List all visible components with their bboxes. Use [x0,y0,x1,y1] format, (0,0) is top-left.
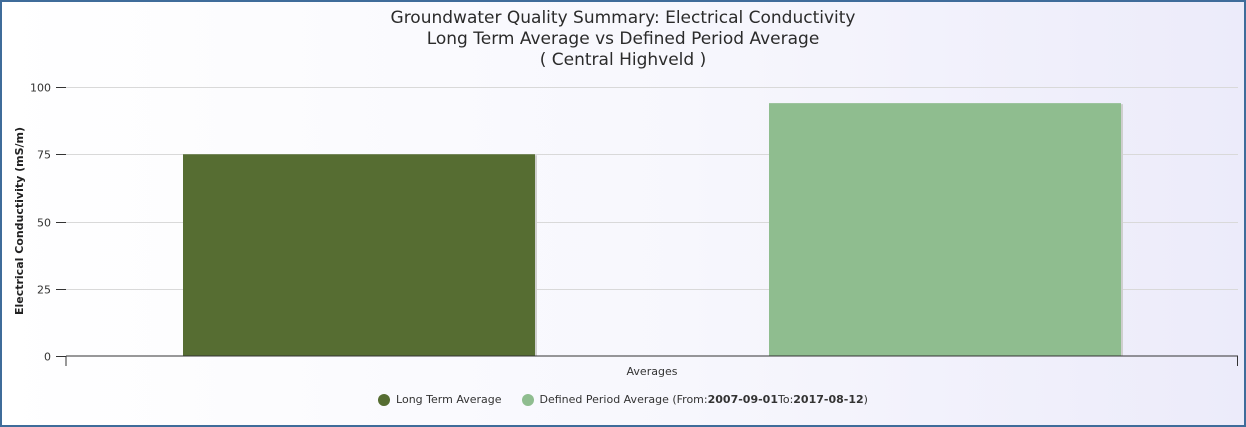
y-tick-label-25: 25 [37,284,51,297]
y-tick-label-0: 0 [44,351,51,364]
legend-from-date: 2007-09-01 [707,393,778,406]
bars [183,103,1123,356]
chart-title: Groundwater Quality Summary: Electrical … [390,8,856,28]
y-axis-label: Electrical Conductivity (mS/m) [13,127,26,315]
chart-subtitle: Long Term Average vs Defined Period Aver… [426,29,820,49]
legend-item-long-term[interactable]: Long Term Average [378,393,502,406]
y-axis-ticks: 0 25 50 75 100 [30,82,66,364]
legend-swatch-defined-period [521,393,534,406]
x-axis-label: Averages [627,365,678,378]
bar-long-term-average[interactable] [183,154,535,356]
chart-title-block: Groundwater Quality Summary: Electrical … [0,8,1246,71]
legend-to-date: 2017-08-12 [793,393,864,406]
legend-label-long-term: Long Term Average [396,393,502,406]
legend: Long Term Average Defined Period Average… [0,393,1246,406]
bar-defined-period-average[interactable] [769,103,1121,356]
legend-item-defined-period[interactable]: Defined Period Average (From: 2007-09-01… [521,393,868,406]
legend-swatch-long-term [378,393,391,406]
legend-close: ) [863,393,868,406]
legend-to-label: To: [777,393,794,406]
legend-label-defined-prefix: Defined Period Average (From: [539,393,708,406]
y-tick-label-50: 50 [37,217,51,230]
y-tick-label-75: 75 [37,149,51,162]
chart-region: ( Central Highveld ) [539,50,707,70]
y-tick-label-100: 100 [30,82,51,95]
